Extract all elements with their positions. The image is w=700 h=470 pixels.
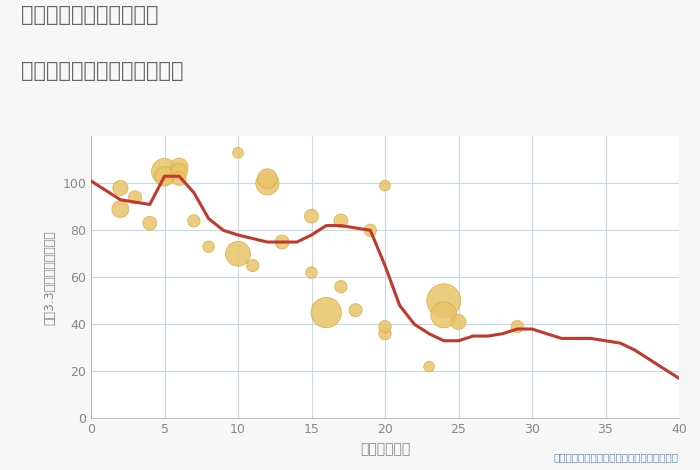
Point — [365, 227, 376, 234]
Point — [174, 175, 185, 182]
Point — [276, 238, 288, 246]
Point — [379, 330, 391, 337]
Text: 三重県津市白山町八対野: 三重県津市白山町八対野 — [21, 5, 158, 25]
Point — [203, 243, 214, 251]
Point — [306, 212, 317, 220]
Point — [115, 184, 126, 192]
Point — [144, 219, 155, 227]
Point — [262, 180, 273, 187]
Point — [159, 168, 170, 175]
Point — [247, 262, 258, 269]
Point — [174, 168, 185, 175]
Point — [174, 163, 185, 171]
Point — [350, 306, 361, 314]
Y-axis label: 坪（3.3㎡）単価（万円）: 坪（3.3㎡）単価（万円） — [43, 230, 57, 325]
Point — [115, 205, 126, 213]
Point — [438, 311, 449, 319]
Point — [335, 217, 346, 225]
Point — [379, 323, 391, 330]
Point — [335, 283, 346, 290]
Point — [232, 149, 244, 157]
Point — [306, 269, 317, 276]
Point — [188, 217, 199, 225]
Point — [321, 309, 332, 316]
Point — [232, 250, 244, 258]
Point — [453, 318, 464, 326]
Text: 築年数別中古マンション価格: 築年数別中古マンション価格 — [21, 61, 183, 81]
Text: 円の大きさは、取引のあった物件面積を示す: 円の大きさは、取引のあった物件面積を示す — [554, 452, 679, 462]
Point — [130, 194, 141, 201]
Point — [262, 175, 273, 182]
Point — [159, 172, 170, 180]
Point — [379, 182, 391, 189]
Point — [512, 323, 523, 330]
Point — [438, 297, 449, 305]
X-axis label: 築年数（年）: 築年数（年） — [360, 442, 410, 456]
Point — [424, 363, 435, 370]
